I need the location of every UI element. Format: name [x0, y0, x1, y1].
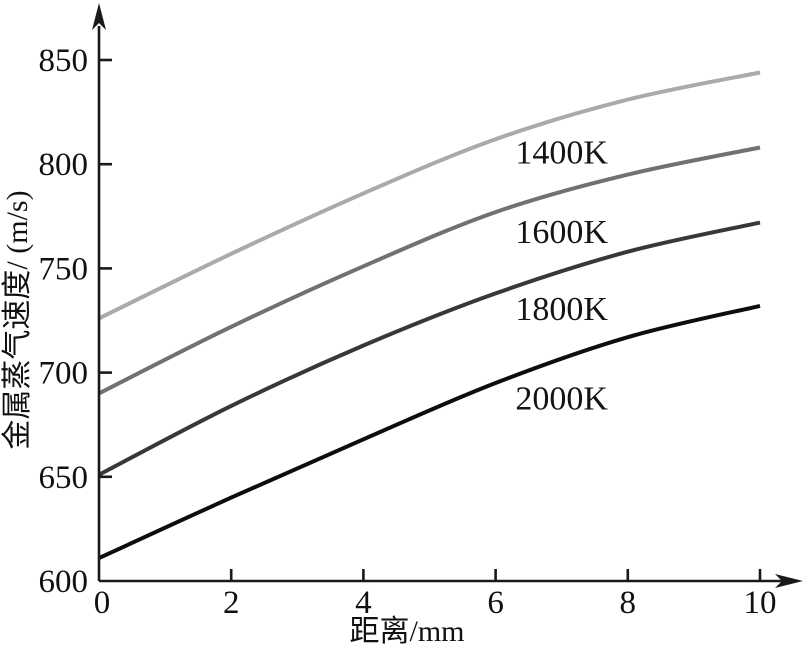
y-tick-label: 700	[39, 356, 89, 392]
x-tick-label: 0	[94, 585, 111, 621]
series-label-1800K: 1800K	[515, 291, 608, 328]
series-label-1600K: 1600K	[515, 214, 608, 251]
series-label-2000K: 2000K	[515, 381, 608, 418]
series-label-1400K: 1400K	[515, 135, 608, 172]
y-tick-label: 850	[39, 43, 89, 79]
ticks-group	[99, 58, 762, 581]
y-tick-label: 750	[39, 251, 89, 287]
y-tick-label: 800	[39, 147, 89, 183]
series-curve-1400K	[98, 70, 761, 321]
y-axis-arrow-icon	[92, 3, 106, 30]
y-axis-title: 金属蒸气速度/ (m/s)	[1, 190, 34, 449]
curves-group	[98, 70, 761, 560]
series-labels-group: 1400K 1600K 1800K 2000K	[515, 135, 608, 418]
series-curve-2000K	[98, 303, 761, 560]
y-tick-label: 650	[39, 460, 89, 496]
series-curve-1600K	[98, 145, 761, 396]
x-axis-title: 距离/mm	[349, 615, 464, 648]
y-tick-label: 600	[39, 564, 89, 600]
x-tick-label: 4	[355, 585, 372, 621]
x-tick-label: 10	[744, 585, 777, 621]
x-tick-label: 2	[223, 585, 240, 621]
x-tick-label: 6	[487, 585, 504, 621]
tick-labels-group: 600 650 700 750 800 850 0 2 4 6 8 10	[39, 43, 777, 621]
x-tick-label: 8	[620, 585, 637, 621]
axes-group	[92, 3, 803, 588]
series-curve-1800K	[98, 220, 761, 477]
x-axis-arrow-icon	[775, 574, 803, 588]
